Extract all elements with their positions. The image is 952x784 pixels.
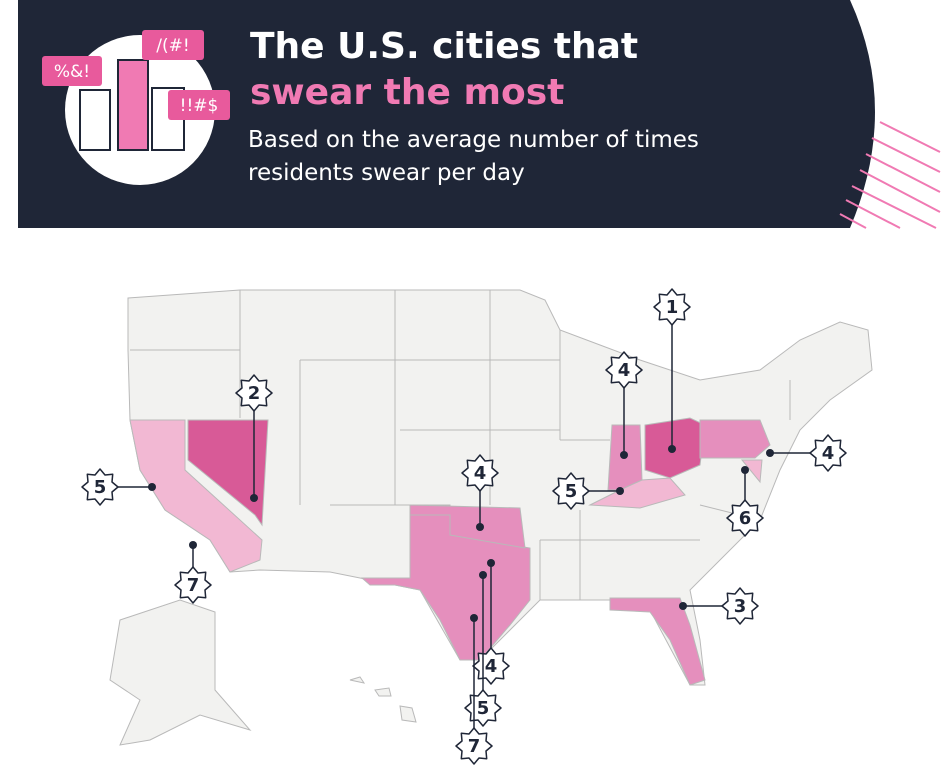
city-dot xyxy=(470,614,478,622)
city-dot xyxy=(189,541,197,549)
city-dot xyxy=(487,559,495,567)
rank-label: 1 xyxy=(666,297,679,318)
icon-text: %&! xyxy=(54,62,90,82)
city-dot xyxy=(148,483,156,491)
rank-label: 5 xyxy=(94,477,107,498)
rank-badge xyxy=(472,647,510,685)
rank-badge xyxy=(653,288,691,326)
map xyxy=(109,289,873,746)
rank-badge xyxy=(605,351,643,389)
rank-label: 7 xyxy=(187,575,200,596)
rank-badge xyxy=(174,566,212,604)
rank-badge xyxy=(721,587,759,625)
subtitle: Based on the average number of times res… xyxy=(248,127,699,186)
city-dot xyxy=(479,571,487,579)
rank-label: 5 xyxy=(477,698,490,719)
rank-label: 3 xyxy=(734,596,747,617)
rank-badge xyxy=(809,434,847,472)
title-plain: The U.S. cities that xyxy=(250,26,638,67)
rank-label: 4 xyxy=(618,360,631,381)
rank-badge xyxy=(461,454,499,492)
state-pennsylvania xyxy=(699,419,771,459)
rank-badge xyxy=(81,468,119,506)
rank-badge xyxy=(726,499,764,537)
state-oklahoma xyxy=(409,504,526,549)
city-dot xyxy=(668,445,676,453)
title-highlight: swear the most xyxy=(250,72,564,113)
city-dot xyxy=(766,449,774,457)
header-panel xyxy=(18,0,875,228)
city-dot xyxy=(679,602,687,610)
rank-badge xyxy=(552,472,590,510)
us-outline xyxy=(127,289,873,686)
city-dot xyxy=(620,451,628,459)
city-dot xyxy=(250,494,258,502)
hawaii xyxy=(349,676,417,723)
state-maryland xyxy=(740,459,763,484)
rank-badge xyxy=(455,727,493,765)
alaska xyxy=(109,599,252,746)
subtitle-box: Based on the average number of times res… xyxy=(248,127,699,186)
state-borders xyxy=(130,290,791,600)
rank-label: 6 xyxy=(739,508,752,529)
rank-label: 4 xyxy=(822,443,835,464)
rank-label: 5 xyxy=(565,481,578,502)
rank-label: 4 xyxy=(474,463,487,484)
rank-label: 4 xyxy=(485,656,498,677)
title-plain-text: The U.S. cities that xyxy=(250,26,638,67)
rank-badge xyxy=(235,374,273,412)
header-stripes xyxy=(839,121,941,229)
city-dot xyxy=(476,523,484,531)
header-icon: %&! /(#! !!#$ xyxy=(42,30,230,185)
city-dot xyxy=(616,487,624,495)
icon-text: /(#! xyxy=(156,36,189,56)
icon-text: !!#$ xyxy=(180,96,219,116)
city-dot xyxy=(741,466,749,474)
markers: 1 2 4 5 4 5 4 6 7 3 4 5 7 xyxy=(81,288,847,765)
rank-label: 7 xyxy=(468,736,481,757)
rank-label: 2 xyxy=(248,383,261,404)
